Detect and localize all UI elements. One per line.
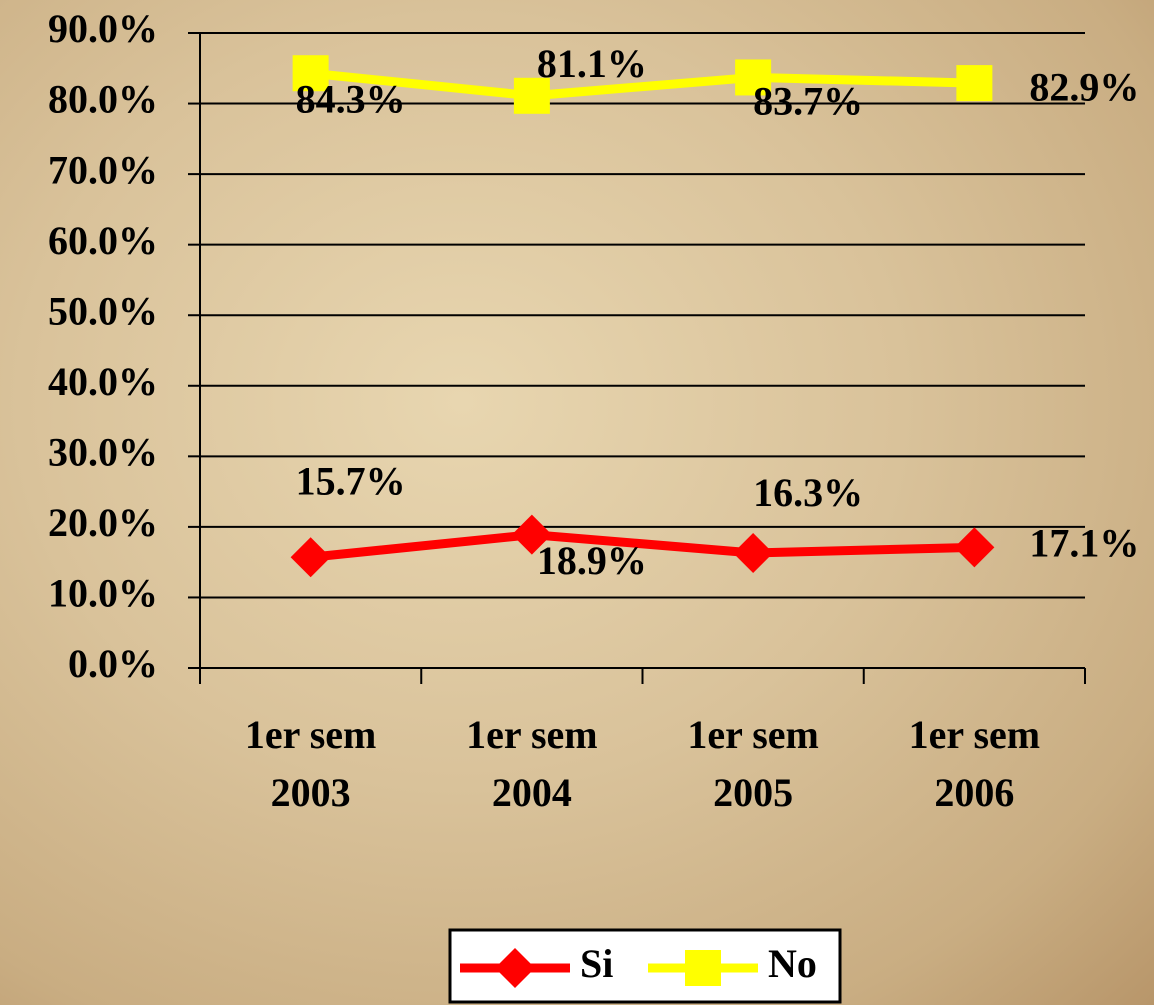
x-tick-label: 1er sem 2004	[466, 712, 598, 815]
data-label: 84.3%	[296, 76, 406, 121]
data-point	[735, 59, 772, 96]
data-label: 17.1%	[1029, 521, 1139, 566]
data-label: 15.7%	[296, 458, 406, 503]
data-label: 83.7%	[753, 79, 863, 124]
data-label: 81.1%	[537, 41, 647, 86]
y-tick-label: 50.0%	[48, 288, 158, 333]
data-point	[292, 55, 329, 92]
y-tick-label: 30.0%	[48, 430, 158, 475]
x-tick-label: 1er sem 2005	[687, 712, 819, 815]
legend-label: No	[768, 941, 817, 986]
data-point	[956, 65, 993, 102]
x-tick-label: 1er sem 2003	[244, 712, 377, 815]
y-tick-label: 70.0%	[48, 147, 158, 192]
y-tick-label: 90.0%	[48, 6, 158, 51]
y-tick-label: 60.0%	[48, 218, 158, 263]
data-label: 18.9%	[537, 538, 647, 583]
legend-marker	[495, 948, 535, 988]
legend-marker	[685, 950, 721, 986]
y-tick-label: 80.0%	[48, 77, 158, 122]
data-label: 82.9%	[1029, 64, 1139, 109]
y-tick-label: 0.0%	[68, 641, 158, 686]
series-line	[310, 68, 975, 101]
data-point	[513, 77, 550, 114]
y-tick-label: 20.0%	[48, 500, 158, 545]
data-point	[733, 532, 774, 573]
data-point	[954, 527, 995, 568]
x-tick-label: 1er sem 2006	[908, 712, 1041, 815]
legend-label: Si	[580, 941, 613, 986]
series-line	[310, 530, 975, 562]
y-tick-label: 10.0%	[48, 571, 158, 616]
data-point	[290, 537, 331, 578]
data-point	[511, 514, 552, 555]
y-tick-label: 40.0%	[48, 359, 158, 404]
data-label: 16.3%	[753, 470, 863, 515]
